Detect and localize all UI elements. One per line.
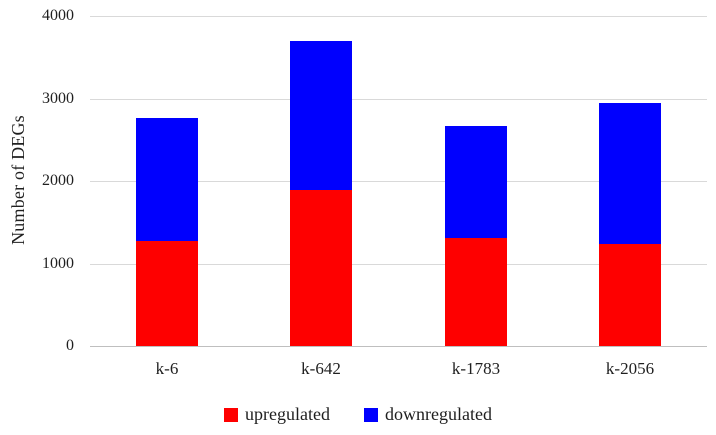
gridline-3000: [90, 99, 707, 100]
x-tick-label-k-1783: k-1783: [451, 359, 501, 378]
bar-k-6-downregulated: [136, 118, 198, 241]
x-tick-label-k-642: k-642: [301, 359, 341, 378]
bar-k-1783-downregulated: [445, 126, 507, 238]
y-tick-label-3000: 3000: [42, 90, 74, 107]
legend-entry-downregulated: downregulated: [364, 404, 492, 425]
y-tick-label-1000: 1000: [42, 255, 74, 272]
legend-label-downregulated: downregulated: [385, 404, 492, 424]
x-axis-line: [90, 346, 707, 347]
x-tick-label-k-6: k-6: [155, 359, 179, 378]
legend: upregulated downregulated: [0, 404, 716, 425]
y-tick-label-2000: 2000: [42, 172, 74, 189]
y-tick-label-4000: 4000: [42, 7, 74, 24]
bar-k-642-downregulated: [290, 41, 352, 190]
bar-k-6-upregulated: [136, 241, 198, 346]
y-tick-label-0: 0: [66, 337, 74, 354]
legend-swatch-upregulated: [224, 407, 239, 422]
bar-k-2056-downregulated: [599, 103, 661, 244]
bar-k-1783-upregulated: [445, 238, 507, 346]
legend-label-upregulated: upregulated: [245, 404, 330, 424]
legend-swatch-downregulated: [364, 407, 378, 422]
gridline-1000: [90, 264, 707, 265]
gridline-2000: [90, 181, 707, 182]
bar-k-2056-upregulated: [599, 244, 661, 346]
x-tick-label-k-2056: k-2056: [605, 359, 655, 378]
gridline-4000: [90, 16, 707, 17]
legend-entry-upregulated: upregulated: [224, 404, 330, 425]
bar-k-642-upregulated: [290, 190, 352, 346]
